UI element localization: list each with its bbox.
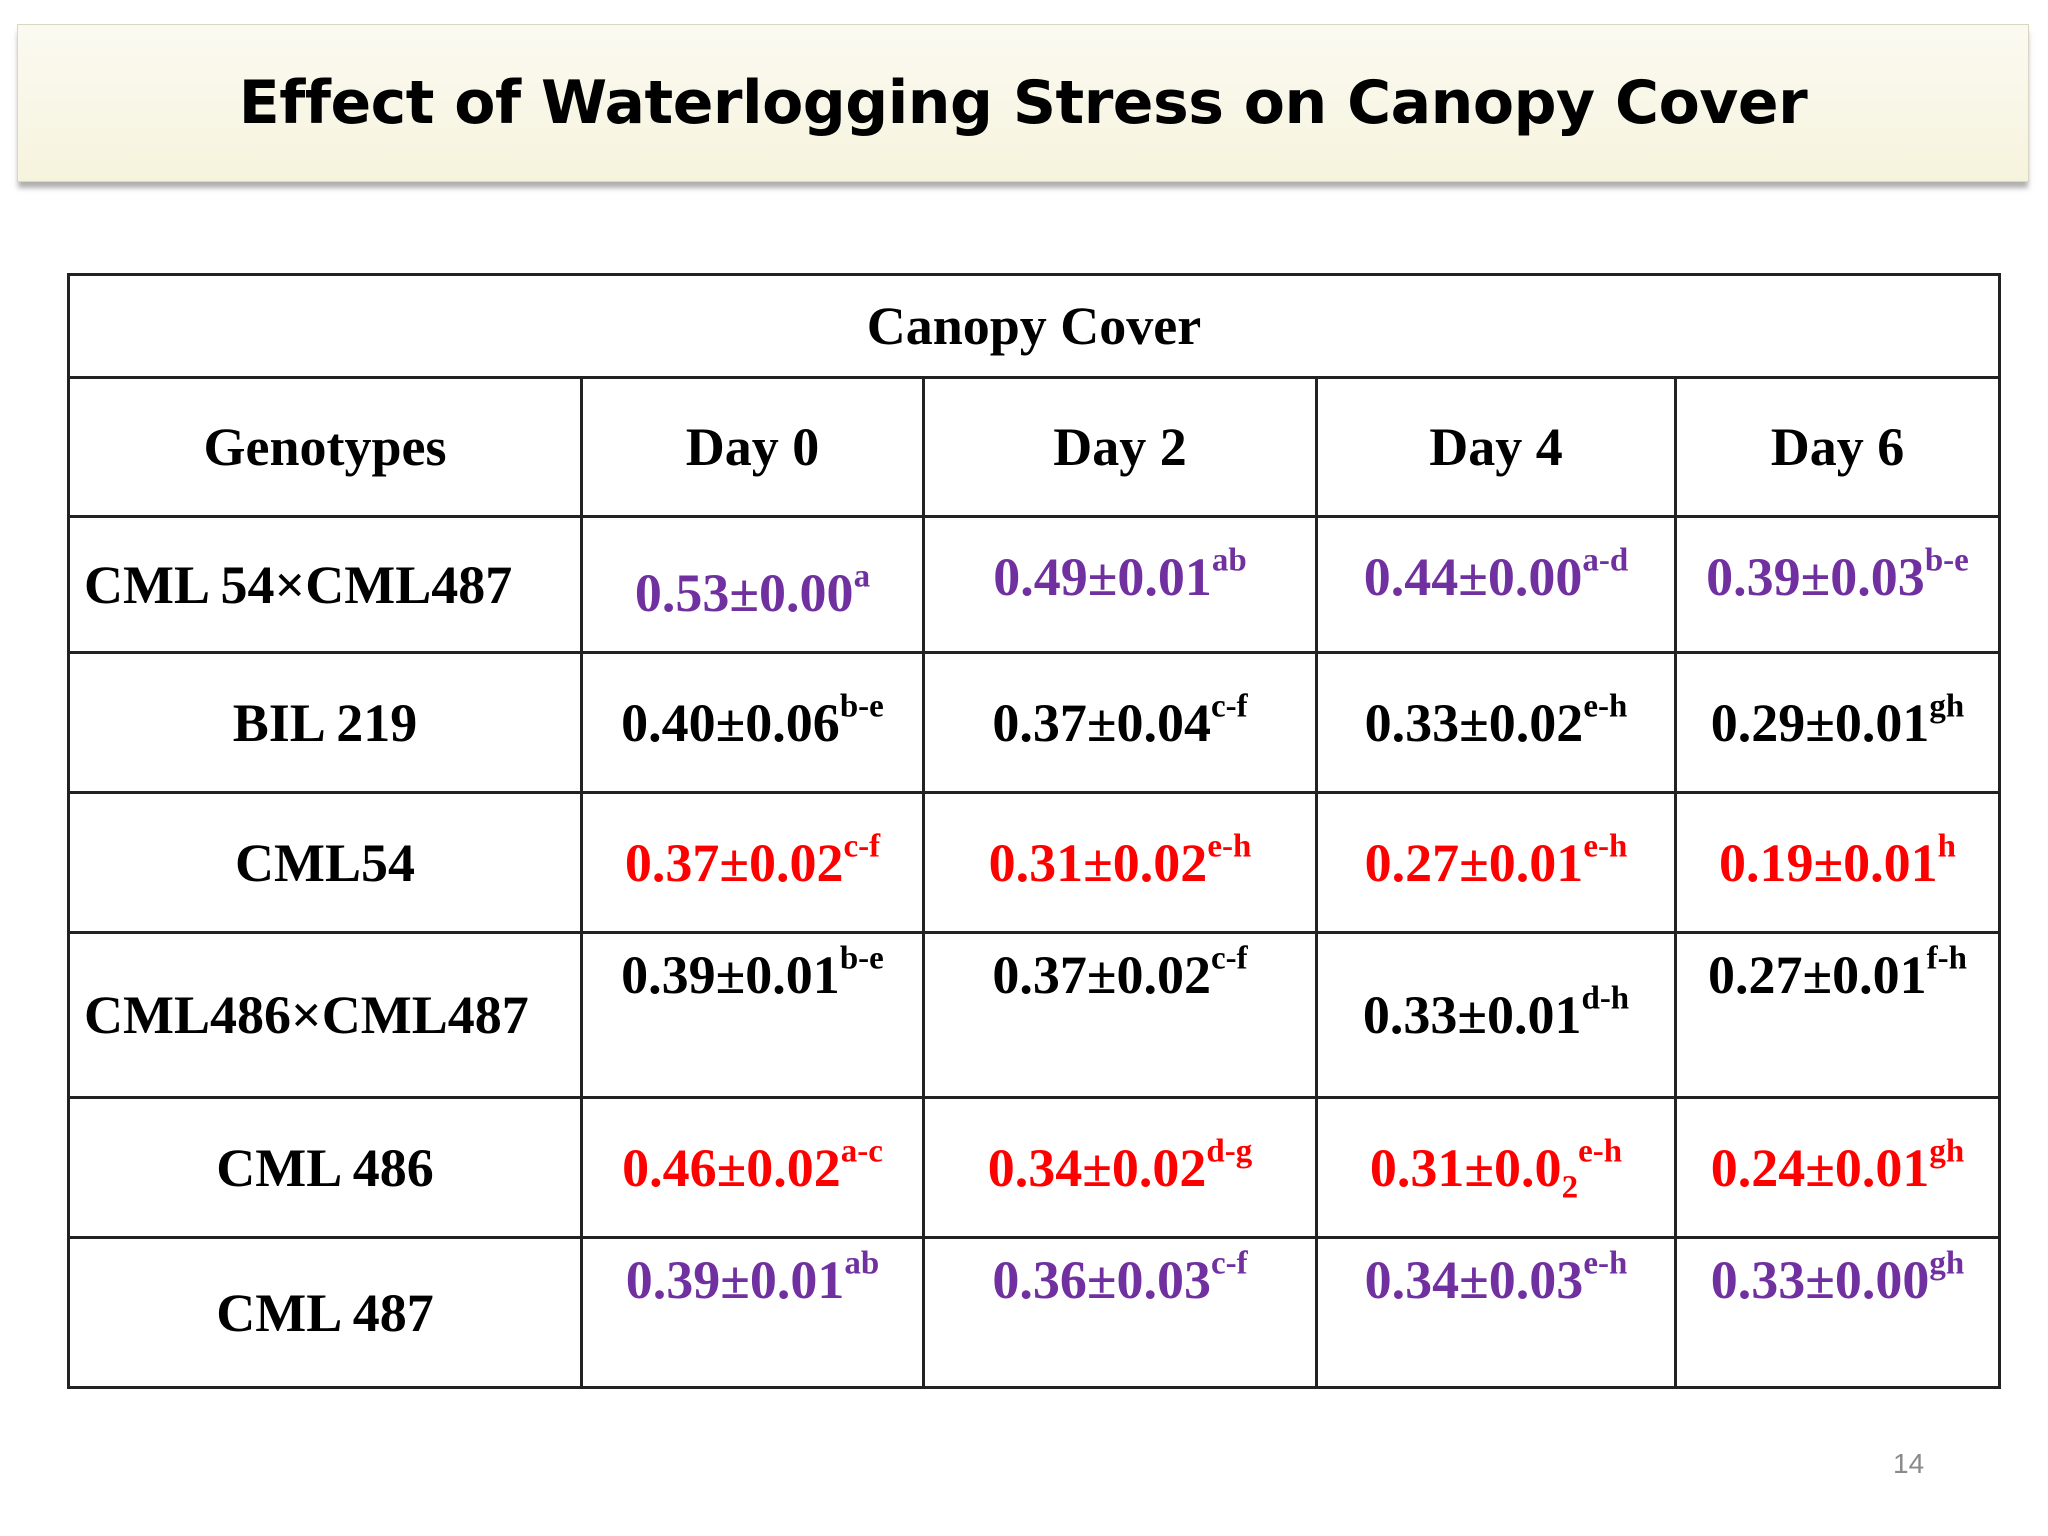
cell-value: 0.34±0.03e-h: [1364, 1245, 1628, 1310]
table-row: CML 486 0.46±0.02a-c 0.34±0.02d-g 0.31±0…: [67, 1096, 2001, 1239]
data-cell: 0.39±0.03b-e: [1674, 515, 2001, 654]
table-row: CML486×CML487 0.39±0.01b-e 0.37±0.02c-f …: [67, 931, 2001, 1099]
data-cell: 0.19±0.01h: [1674, 791, 2001, 934]
column-header-day-0: Day 0: [580, 376, 925, 518]
column-header-day-2: Day 2: [922, 376, 1318, 518]
genotype-cell: CML486×CML487: [67, 931, 583, 1099]
cell-value: 0.33±0.02e-h: [1364, 687, 1628, 753]
table-header-row: Genotypes Day 0 Day 2 Day 4 Day 6: [67, 376, 2001, 518]
data-cell: 0.40±0.06b-e: [580, 651, 925, 794]
data-cell: 0.44±0.00a-d: [1315, 515, 1677, 654]
cell-value: 0.33±0.01d-h: [1362, 980, 1630, 1045]
data-cell: 0.53±0.00a: [580, 515, 925, 654]
data-cell: 0.37±0.02c-f: [580, 791, 925, 934]
cell-value: 0.27±0.01e-h: [1364, 827, 1628, 893]
canopy-cover-table: Canopy Cover Genotypes Day 0 Day 2 Day 4…: [67, 273, 2001, 1389]
column-header-day-6: Day 6: [1674, 376, 2001, 518]
data-cell: 0.39±0.01ab: [580, 1236, 925, 1389]
data-cell: 0.36±0.03c-f: [922, 1236, 1318, 1389]
data-cell: 0.33±0.00gh: [1674, 1236, 2001, 1389]
cell-value: 0.39±0.03b-e: [1706, 541, 1969, 607]
genotype-cell: CML 54×CML487: [67, 515, 583, 654]
cell-value: 0.39±0.01b-e: [621, 940, 884, 1005]
slide-title: Effect of Waterlogging Stress on Canopy …: [238, 68, 1808, 138]
page-number: 14: [1893, 1448, 1925, 1479]
cell-value: 0.33±0.00gh: [1710, 1245, 1965, 1310]
data-cell: 0.27±0.01e-h: [1315, 791, 1677, 934]
genotype-cell: CML 487: [67, 1236, 583, 1389]
cell-value: 0.19±0.01h: [1719, 827, 1956, 893]
data-cell: 0.37±0.04c-f: [922, 651, 1318, 794]
data-cell: 0.34±0.03e-h: [1315, 1236, 1677, 1389]
table-row: CML54 0.37±0.02c-f 0.31±0.02e-h 0.27±0.0…: [67, 791, 2001, 934]
cell-value: 0.40±0.06b-e: [621, 687, 884, 753]
data-cell: 0.33±0.02e-h: [1315, 651, 1677, 794]
data-cell: 0.49±0.01ab: [922, 515, 1318, 654]
data-cell: 0.33±0.01d-h: [1315, 931, 1677, 1099]
column-header-day-4: Day 4: [1315, 376, 1677, 518]
data-cell: 0.34±0.02d-g: [922, 1096, 1318, 1239]
cell-value: 0.39±0.01ab: [625, 1245, 880, 1310]
cell-value: 0.49±0.01ab: [993, 541, 1247, 607]
genotype-cell: BIL 219: [67, 651, 583, 794]
data-cell: 0.27±0.01f-h: [1674, 931, 2001, 1099]
cell-value: 0.34±0.02d-g: [987, 1132, 1253, 1198]
table-row: CML 54×CML487 0.53±0.00a 0.49±0.01ab 0.4…: [67, 515, 2001, 654]
table-row: CML 487 0.39±0.01ab 0.36±0.03c-f 0.34±0.…: [67, 1236, 2001, 1389]
cell-value: 0.31±0.02e-h: [1369, 1132, 1623, 1206]
cell-value: 0.36±0.03c-f: [992, 1245, 1248, 1310]
data-cell: 0.29±0.01gh: [1674, 651, 2001, 794]
cell-value: 0.46±0.02a-c: [622, 1132, 883, 1198]
genotype-cell: CML 486: [67, 1096, 583, 1239]
cell-value: 0.24±0.01gh: [1710, 1132, 1965, 1198]
table-caption-row: Canopy Cover: [67, 273, 2001, 379]
title-banner: Effect of Waterlogging Stress on Canopy …: [17, 24, 2029, 182]
column-header-genotypes: Genotypes: [67, 376, 583, 518]
data-cell: 0.46±0.02a-c: [580, 1096, 925, 1239]
table-row: BIL 219 0.40±0.06b-e 0.37±0.04c-f 0.33±0…: [67, 651, 2001, 794]
cell-value: 0.53±0.00a: [634, 557, 871, 623]
cell-value: 0.29±0.01gh: [1710, 687, 1965, 753]
data-cell: 0.37±0.02c-f: [922, 931, 1318, 1099]
data-cell: 0.24±0.01gh: [1674, 1096, 2001, 1239]
cell-value: 0.27±0.01f-h: [1708, 940, 1967, 1005]
cell-value: 0.37±0.02c-f: [992, 940, 1248, 1005]
cell-value: 0.37±0.04c-f: [992, 687, 1248, 753]
cell-value: 0.44±0.00a-d: [1363, 541, 1629, 607]
data-cell: 0.31±0.02e-h: [1315, 1096, 1677, 1239]
cell-value: 0.31±0.02e-h: [988, 827, 1252, 893]
genotype-cell: CML54: [67, 791, 583, 934]
table-caption: Canopy Cover: [67, 273, 2001, 379]
data-cell: 0.31±0.02e-h: [922, 791, 1318, 934]
data-cell: 0.39±0.01b-e: [580, 931, 925, 1099]
cell-value: 0.37±0.02c-f: [624, 827, 881, 893]
